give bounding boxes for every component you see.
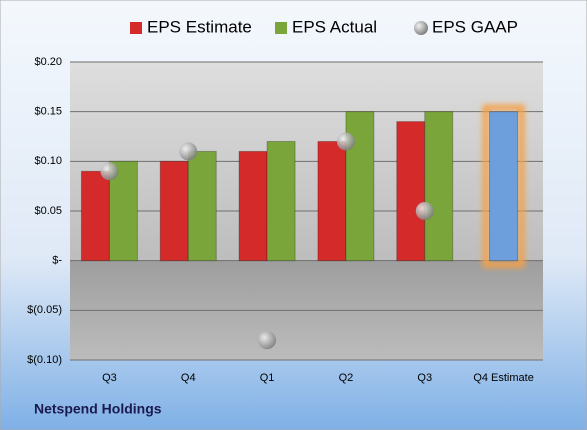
bar: [396, 121, 426, 262]
bar: [238, 150, 268, 262]
bar: [80, 170, 110, 262]
legend-label: EPS GAAP: [432, 17, 518, 36]
x-tick-label: Q4 Estimate: [473, 372, 534, 384]
gaap-marker: [179, 142, 198, 161]
bar: [317, 140, 347, 262]
gaap-marker: [258, 331, 277, 350]
chart-title: Netspend Holdings: [34, 401, 162, 417]
y-tick-label: $-: [52, 255, 62, 267]
legend-label: EPS Estimate: [147, 17, 252, 36]
legend-marker: [275, 22, 287, 34]
bar: [159, 160, 189, 262]
gaap-marker: [100, 162, 119, 181]
legend-marker: [414, 21, 428, 35]
y-tick-label: $(0.10): [27, 354, 62, 366]
bar: [424, 111, 454, 262]
x-tick-label: Q3: [417, 372, 432, 384]
estimate-bar: [489, 111, 519, 262]
gaap-marker: [415, 202, 434, 220]
x-tick-label: Q1: [260, 372, 275, 384]
x-tick-label: Q2: [339, 372, 354, 384]
estimate-glow: [482, 104, 525, 268]
bar: [187, 150, 217, 262]
y-tick-label: $0.10: [34, 155, 62, 167]
y-tick-label: $0.15: [34, 106, 62, 118]
y-tick-label: $(0.05): [27, 304, 62, 316]
y-tick-label: $0.20: [34, 56, 62, 68]
legend-marker: [130, 22, 142, 34]
y-tick-label: $0.05: [34, 205, 62, 217]
gaap-marker: [336, 132, 355, 151]
x-tick-label: Q4: [181, 372, 196, 384]
bar: [266, 140, 296, 262]
x-tick-label: Q3: [102, 372, 117, 384]
legend-label: EPS Actual: [292, 17, 377, 36]
